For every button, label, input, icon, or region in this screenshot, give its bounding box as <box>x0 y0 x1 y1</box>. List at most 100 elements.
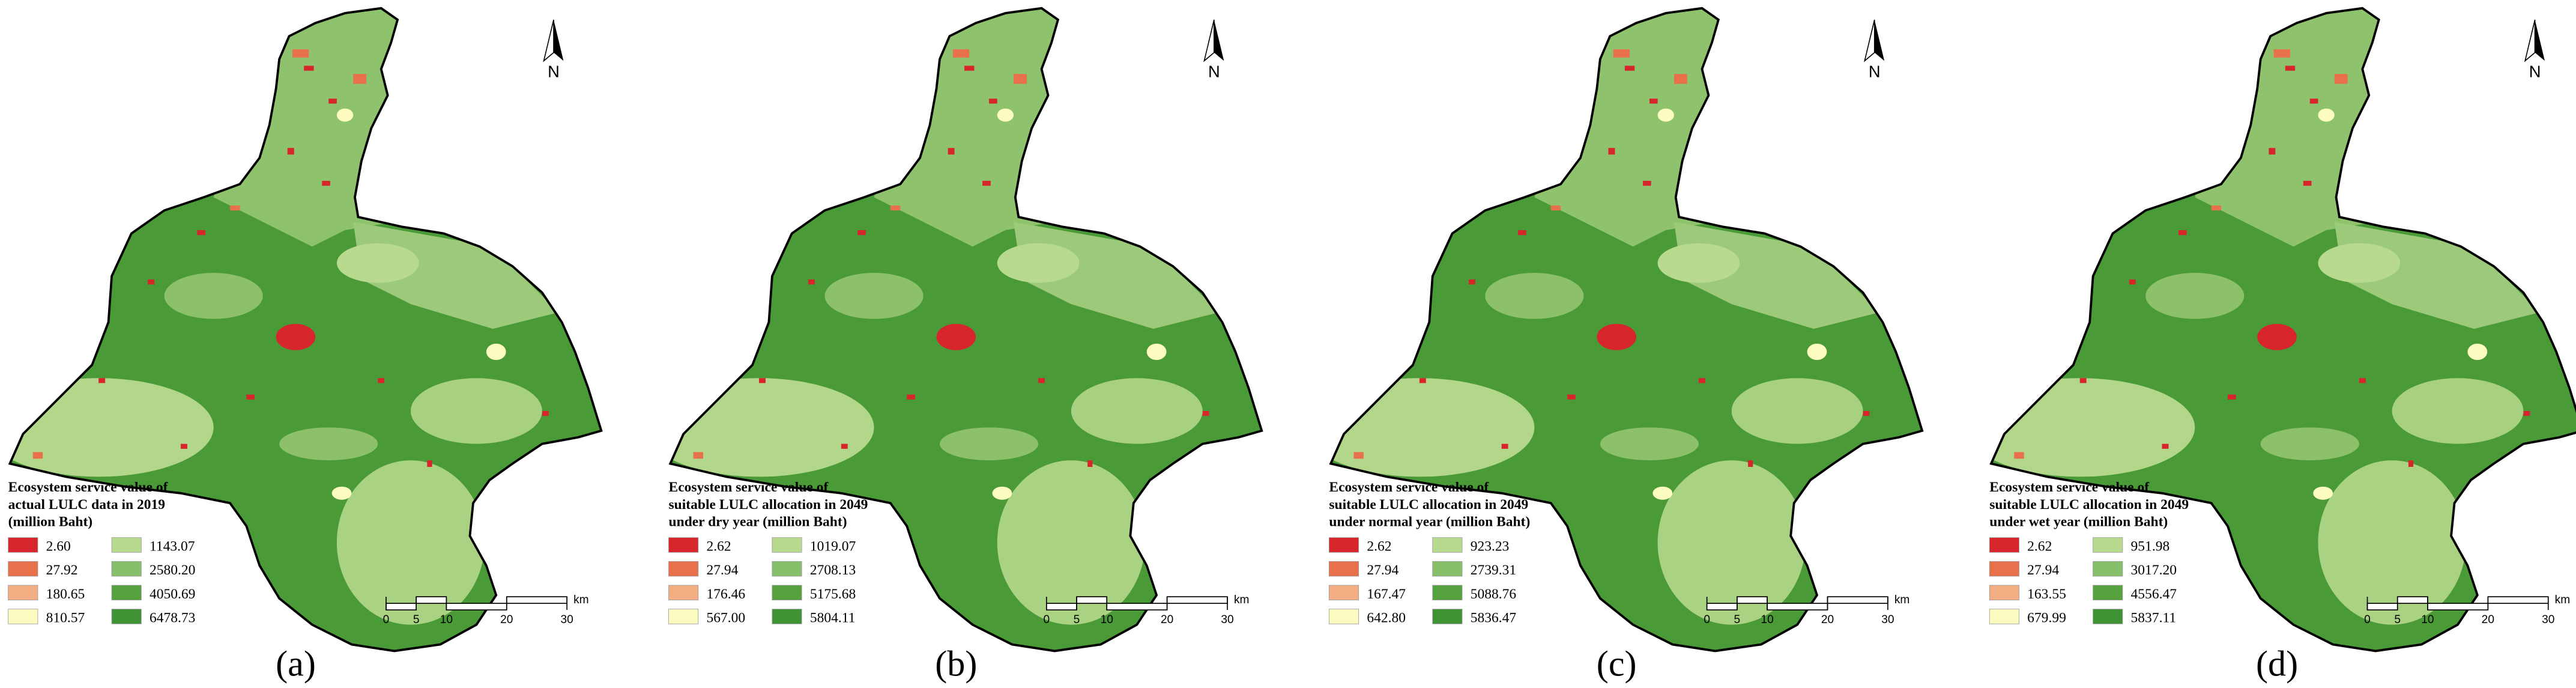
scale-label: 30 <box>2542 613 2554 626</box>
scale-label: 10 <box>1101 613 1113 626</box>
legend-value: 1143.07 <box>150 539 195 555</box>
legend-value: 2580.20 <box>150 562 195 578</box>
map <box>644 0 1269 657</box>
legend-title: Ecosystem service value of <box>1329 479 1489 495</box>
north-label: N <box>548 62 560 81</box>
legend-swatch <box>772 609 802 624</box>
legend-swatch <box>8 537 38 553</box>
north-label: N <box>2529 62 2541 81</box>
scale-bar-segment <box>2396 596 2428 604</box>
legend-title: Ecosystem service value of <box>669 479 829 495</box>
scale-label: 30 <box>561 613 573 626</box>
north-arrow <box>1203 19 1225 62</box>
legend-swatch <box>772 537 802 553</box>
legend-swatch <box>1989 537 2019 553</box>
legend-value: 810.57 <box>46 610 85 626</box>
legend-swatch <box>1989 561 2019 577</box>
legend-value: 679.99 <box>2027 610 2066 626</box>
legend-value: 642.80 <box>1367 610 1406 626</box>
legend-swatch <box>1432 561 1463 577</box>
legend-value: 5175.68 <box>810 586 856 602</box>
legend-title: suitable LULC allocation in 2049 <box>1989 497 2189 513</box>
panel: N Ecosystem service value of suitable LULC… <box>1965 0 2576 684</box>
legend-swatch <box>1328 537 1359 553</box>
legend-swatch <box>111 561 142 577</box>
legend-swatch <box>1328 561 1359 577</box>
scale-bar-segment <box>385 603 417 610</box>
legend-swatch <box>668 585 699 601</box>
legend-swatch <box>668 561 699 577</box>
north-arrow <box>2524 19 2546 62</box>
legend-value: 567.00 <box>706 610 745 626</box>
legend-value: 2.62 <box>1367 539 1391 555</box>
legend-title: under dry year (million Baht) <box>669 514 847 530</box>
legend-title: under normal year (million Baht) <box>1329 514 1530 530</box>
scale-label: 20 <box>1161 613 1173 626</box>
legend-value: 167.47 <box>1367 586 1406 602</box>
scale-unit: km <box>2555 594 2571 606</box>
legend-swatch <box>2093 585 2123 601</box>
panel: N Ecosystem service value of actual LULC d… <box>0 0 608 684</box>
map <box>1304 0 1929 657</box>
legend-swatch <box>8 561 38 577</box>
legend-swatch <box>1432 609 1463 624</box>
panel-label: (b) <box>935 644 977 684</box>
panel-label: (c) <box>1597 644 1637 684</box>
legend-swatch <box>1989 609 2019 624</box>
legend-value: 27.94 <box>706 562 738 578</box>
scale-label: 5 <box>2394 613 2401 626</box>
scale-unit: km <box>1894 594 1910 606</box>
scale-bar-segment <box>1737 596 1768 604</box>
legend-value: 4556.47 <box>2131 586 2177 602</box>
legend-swatch <box>668 609 699 624</box>
legend-swatch <box>1432 537 1463 553</box>
scale-label: 10 <box>2421 613 2434 626</box>
scale-bar-segment <box>1166 596 1228 604</box>
legend-swatch <box>1432 585 1463 601</box>
legend-title: under wet year (million Baht) <box>1989 514 2168 530</box>
scale-bar-segment <box>506 596 568 604</box>
legend-value: 5088.76 <box>1471 586 1517 602</box>
legend-title: (million Baht) <box>8 514 92 530</box>
scale-label: 5 <box>1074 613 1080 626</box>
legend-value: 2.62 <box>2027 539 2052 555</box>
legend-swatch <box>772 561 802 577</box>
legend-swatch <box>1989 585 2019 601</box>
scale-label: 10 <box>1761 613 1773 626</box>
north-arrow <box>1863 19 1885 62</box>
legend-title: Ecosystem service value of <box>1989 479 2150 495</box>
panel-label: (a) <box>276 644 316 684</box>
scale-bar-segment <box>2427 603 2489 610</box>
legend-swatch <box>668 537 699 553</box>
scale-label: 20 <box>2482 613 2494 626</box>
scale-label: 5 <box>413 613 420 626</box>
scale-label: 5 <box>1734 613 1741 626</box>
legend-value: 27.94 <box>2027 562 2059 578</box>
scale-label: 0 <box>1704 613 1710 626</box>
scale-label: 0 <box>2364 613 2371 626</box>
legend-swatch <box>111 537 142 553</box>
legend-swatch <box>8 585 38 601</box>
legend-value: 2.62 <box>706 539 731 555</box>
scale-bar-segment <box>1076 596 1108 604</box>
scale-bar-segment <box>1045 603 1077 610</box>
legend-value: 2708.13 <box>810 562 856 578</box>
legend-value: 923.23 <box>1471 539 1510 555</box>
legend-value: 5837.11 <box>2131 610 2177 626</box>
legend-value: 27.94 <box>1367 562 1398 578</box>
legend-value: 27.92 <box>46 562 78 578</box>
legend-swatch <box>2093 537 2123 553</box>
scale-bar-segment <box>1106 603 1168 610</box>
scale-bar-segment <box>2366 603 2398 610</box>
north-arrow <box>543 19 564 62</box>
legend-swatch <box>8 609 38 624</box>
legend-value: 2.60 <box>46 539 71 555</box>
legend-value: 951.98 <box>2131 539 2170 555</box>
legend-value: 5804.11 <box>810 610 856 626</box>
map <box>0 0 608 657</box>
legend-swatch <box>111 585 142 601</box>
legend-title: Ecosystem service value of <box>8 479 169 495</box>
scale-bar-segment <box>446 603 507 610</box>
legend-title: suitable LULC allocation in 2049 <box>1329 497 1528 513</box>
